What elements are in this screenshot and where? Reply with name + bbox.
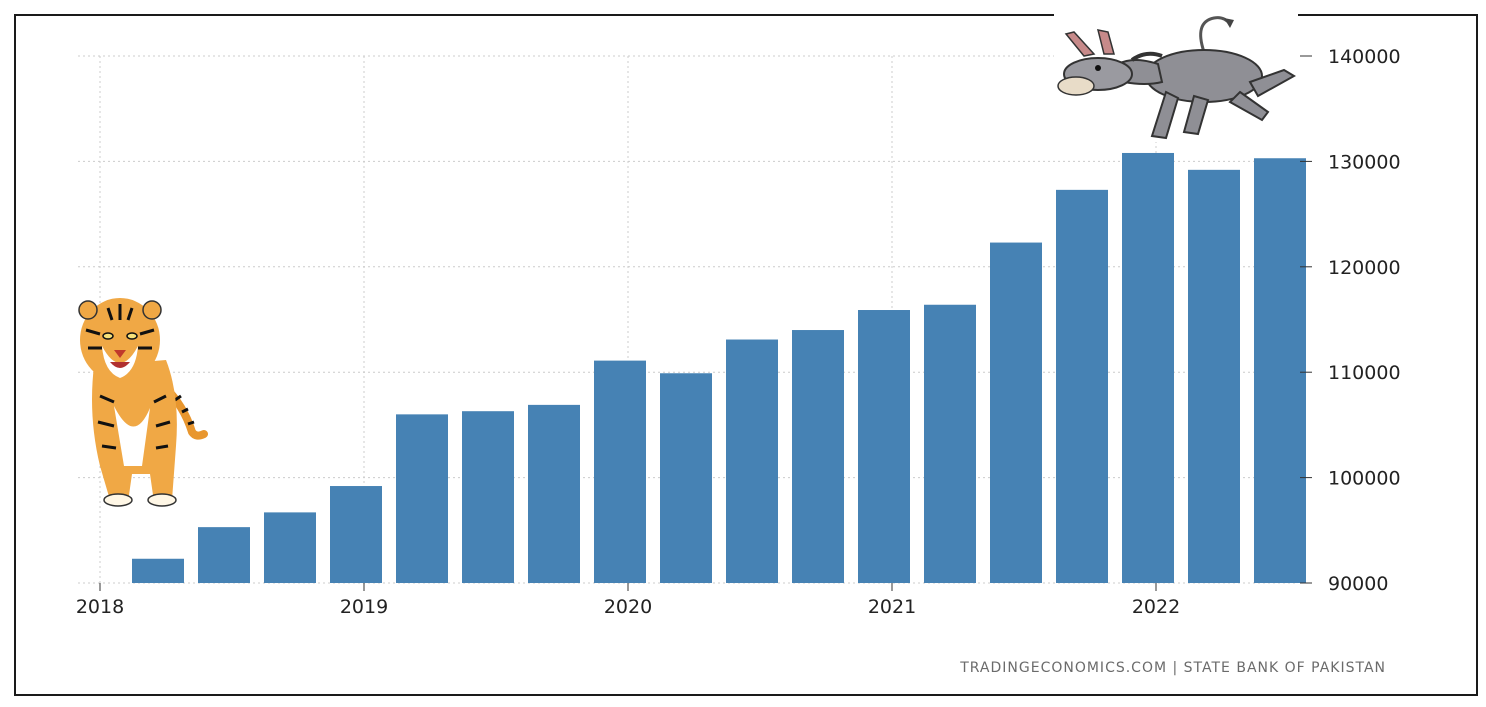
bar [924,304,976,583]
bar [990,242,1042,584]
y-tick-label: 90000 [1328,573,1388,595]
bar [462,411,514,583]
y-tick-label: 140000 [1328,46,1401,68]
x-tick-label: 2020 [604,596,652,618]
bars [132,152,1306,584]
bar [528,404,580,583]
bar [198,527,250,583]
bar [264,512,316,583]
bar [330,486,382,583]
tiger-illustration [78,298,208,507]
bar [1188,169,1240,583]
x-tick-label: 2022 [1132,596,1180,618]
bar [594,360,646,583]
bar [1122,152,1174,583]
bar [792,330,844,583]
y-tick-label: 120000 [1328,257,1401,279]
bar [858,310,910,583]
bar [132,558,184,583]
y-tick-label: 110000 [1328,362,1401,384]
bar [1056,189,1108,583]
bar [660,373,712,583]
bar [726,339,778,583]
donkey-illustration [1054,12,1298,142]
x-axis-ticks: 2018 2019 2020 2021 2022 [76,583,1180,618]
y-tick-label: 130000 [1328,151,1401,173]
bar [1254,158,1306,583]
bar [396,414,448,583]
x-tick-label: 2018 [76,596,124,618]
x-tick-label: 2021 [868,596,916,618]
x-tick-label: 2019 [340,596,388,618]
y-tick-label: 100000 [1328,468,1401,490]
y-axis-ticks: 90000 100000 110000 120000 130000 140000 [1300,46,1401,595]
source-footer: TRADINGECONOMICS.COM | STATE BANK OF PAK… [959,660,1386,676]
